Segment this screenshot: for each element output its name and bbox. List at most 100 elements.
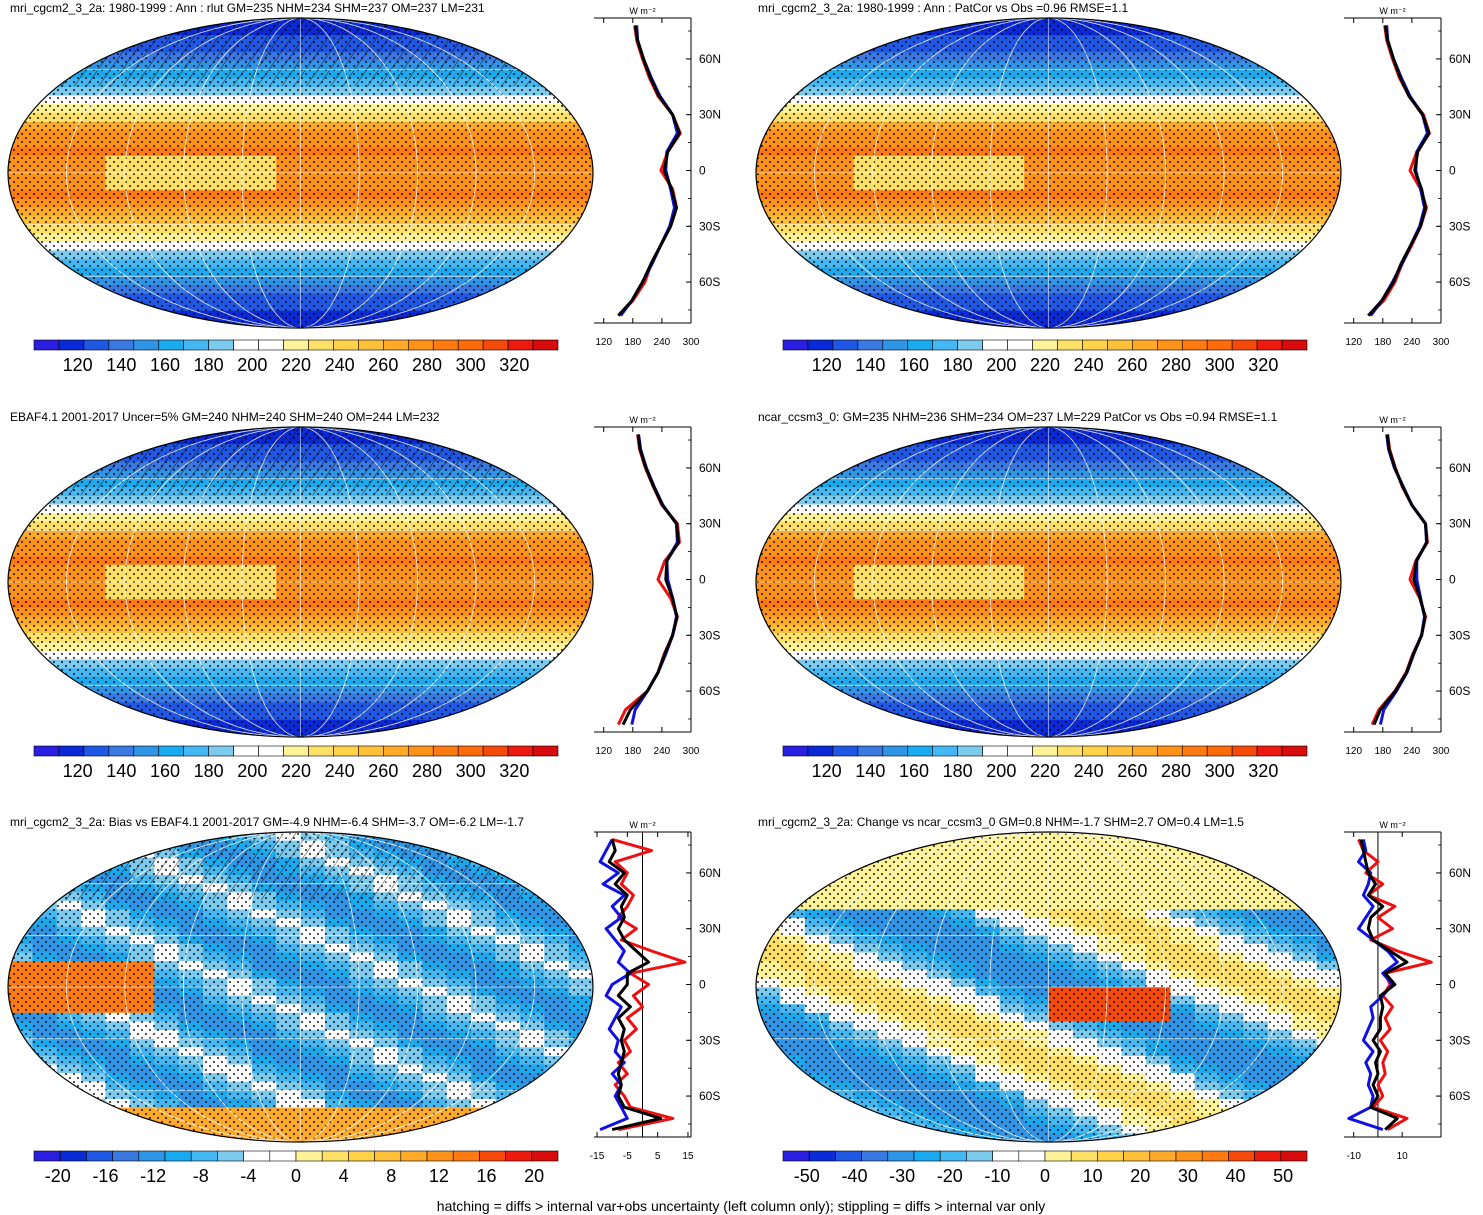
colorbar-box [407,745,434,757]
map-cell [544,883,570,893]
map-cell [1243,310,1269,320]
colorbar-box [507,745,534,757]
map-cell [1292,461,1318,471]
map-cell [756,276,781,286]
map-cell [544,35,570,45]
map-cell [756,61,781,71]
map-cell [568,504,593,514]
map-cell [568,513,593,523]
map-cell [1267,276,1293,286]
map-cell [81,427,107,437]
map [8,427,593,737]
map-cell [568,685,593,695]
colorbar-label: 140 [855,355,885,375]
map-cell [32,487,58,497]
map-cell [756,650,781,661]
map-cell [1267,711,1293,721]
colorbar-label: 140 [106,355,136,375]
map-cell [853,319,879,328]
map-cell [105,427,131,437]
map-cell [568,293,593,303]
map-cell [1316,719,1341,729]
map-cell [1292,61,1318,71]
colorbar-box [1032,339,1058,351]
graticule-lon [872,18,1225,328]
map-cell [495,302,521,312]
map-cell [1292,470,1318,480]
map-cell [495,452,521,463]
map-cell [495,293,521,303]
map-cell [1292,427,1318,437]
map-cell [568,1098,593,1109]
map-cell [446,319,472,328]
map-border [7,17,594,329]
graticule-lon [124,427,477,737]
colorbar-label: -16 [92,1166,118,1186]
map-cell [105,849,131,859]
map-cell [105,319,131,328]
map-cell [1292,875,1318,885]
map-cell [780,444,806,454]
x-tick-label: 15 [682,1151,694,1162]
map-cell [1316,693,1341,704]
map-cell [1243,435,1269,445]
map-cell [32,444,58,454]
map-cell [780,452,806,463]
panel-title: mri_cgcm2_3_2a: 1980-1999 : Ann : rlut G… [10,1,485,15]
map-cell [519,470,545,480]
map-cell [853,18,879,28]
map-cell [756,18,781,28]
map-cell [1243,719,1269,729]
colorbar-box [83,339,110,351]
map-cell [105,1116,131,1126]
map-cell [568,892,593,902]
colorbar-label: 280 [412,761,442,781]
map-cell [1292,18,1318,28]
x-tick-label: 180 [1374,746,1391,757]
map-cell [926,832,952,842]
lat-tick-label: 60S [1449,275,1470,289]
map-cell [1219,849,1245,859]
colorbar-box [258,745,284,757]
map-cell [1292,69,1318,79]
map [756,427,1341,737]
map-cell [568,1133,593,1142]
colorbar-box [383,745,409,757]
map-cell [8,427,33,437]
map-cell [544,1090,570,1100]
map-cell [446,1124,472,1134]
map-cell [804,26,830,36]
zonal-series-line [611,837,687,1132]
colorbar-box [1057,745,1083,757]
map-cell [568,866,593,876]
map-cell [568,1055,593,1066]
map-cell [568,650,593,661]
colorbar-box [479,1150,506,1162]
map-cell [1292,866,1318,876]
map-cell [1170,18,1196,28]
map-cell [471,1133,497,1142]
map-cell [519,52,545,62]
map-border [755,426,1342,738]
map-cell [1267,849,1293,859]
map-cell [32,1073,58,1083]
map-cell [8,1124,33,1134]
map-cell [544,702,570,712]
map-cell [519,728,545,737]
map-cell [398,1133,423,1142]
colorbar-box [33,1150,61,1162]
map-cell [804,875,830,885]
map-cell [1243,302,1269,312]
map-cell [1292,444,1318,454]
map-cell [1292,478,1318,488]
graticule-lon [989,18,1108,328]
panel-2: mri_cgcm2_3_2a: 1980-1999 : Ann : PatCor… [755,1,1471,375]
lat-tick-label: 30S [1449,219,1470,233]
map-cell [568,461,593,471]
colorbar-label: 200 [237,355,267,375]
colorbar-label: 200 [986,355,1016,375]
map-cell [32,427,58,437]
map-cell [780,293,806,303]
map-cell [756,452,781,463]
